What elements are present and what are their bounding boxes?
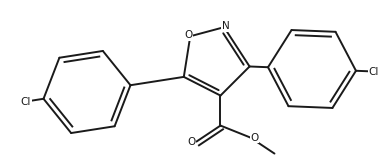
Text: Cl: Cl <box>369 67 379 76</box>
Text: O: O <box>187 137 196 147</box>
Text: N: N <box>222 21 230 31</box>
Text: O: O <box>251 133 259 143</box>
Text: Cl: Cl <box>20 97 31 107</box>
Text: O: O <box>184 30 192 40</box>
